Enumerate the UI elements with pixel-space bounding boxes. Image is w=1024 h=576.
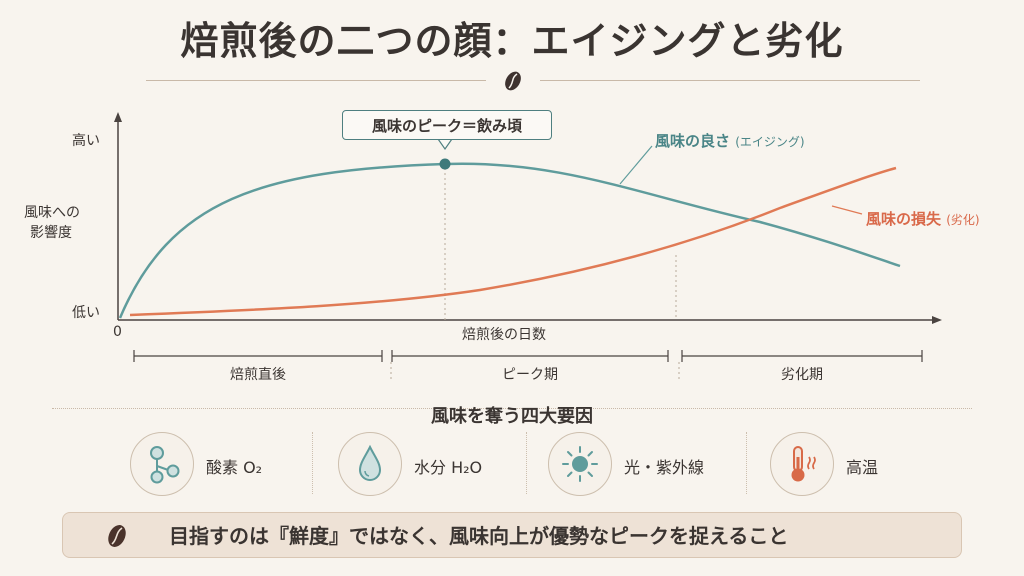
- sun-icon: [562, 446, 598, 482]
- x-origin-label: 0: [113, 324, 122, 340]
- y-axis-arrow: [114, 112, 122, 122]
- factor-separator: [746, 432, 747, 494]
- section-divider: [52, 408, 972, 409]
- peak-point: [439, 158, 451, 170]
- factor-light: 光・紫外線: [548, 430, 738, 500]
- orange-label-pointer: [831, 205, 863, 215]
- title-divider-left: [146, 80, 486, 81]
- factor-separator: [312, 432, 313, 494]
- orange-series-label: 風味の損失 (劣化): [866, 208, 980, 229]
- factor-icon-frame: [548, 432, 612, 496]
- molecule-icon: [150, 446, 180, 484]
- factor-icon-frame: [338, 432, 402, 496]
- page-title: 焙煎後の二つの顔：エイジングと劣化: [180, 19, 844, 63]
- coffee-bean-icon: [108, 525, 126, 547]
- factors-title: 風味を奪う四大要因: [431, 406, 593, 427]
- peak-callout: 風味のピーク＝飲み頃: [342, 110, 552, 140]
- water-drop-icon: [358, 444, 382, 481]
- flavor-loss-curve: [129, 166, 897, 317]
- flavor-quality-curve: [118, 162, 901, 319]
- factor-heat: 高温: [770, 430, 920, 500]
- teal-label-pointer: [619, 145, 653, 185]
- factor-oxygen: 酸素 O₂: [130, 430, 300, 500]
- factor-heat-label: 高温: [846, 458, 879, 477]
- phase-peak: ピーク期: [502, 367, 558, 383]
- factor-separator: [526, 432, 527, 494]
- phase-decline: 劣化期: [781, 367, 823, 383]
- factor-icon-frame: [770, 432, 834, 496]
- flavor-chart: [114, 112, 942, 382]
- title-divider-right: [540, 80, 920, 81]
- y-high-label: 高い: [72, 133, 100, 149]
- phase-just-roasted: 焙煎直後: [230, 367, 286, 383]
- y-axis-title-line2: 影響度: [30, 225, 72, 241]
- orange-series-sub: (劣化): [946, 213, 980, 227]
- x-axis-title: 焙煎後の日数: [462, 327, 546, 343]
- orange-series-name: 風味の損失: [866, 210, 942, 228]
- conclusion-text: 目指すのは『鮮度』ではなく、風味向上が優勢なピークを捉えること: [169, 524, 789, 548]
- conclusion-banner: 目指すのは『鮮度』ではなく、風味向上が優勢なピークを捉えること: [62, 512, 962, 558]
- phase-brackets: [133, 350, 923, 362]
- y-axis-title-line1: 風味への: [24, 205, 80, 221]
- factor-oxygen-label: 酸素 O₂: [206, 458, 263, 477]
- factor-light-label: 光・紫外線: [624, 458, 705, 477]
- y-low-label: 低い: [72, 305, 100, 321]
- factor-icon-frame: [130, 432, 194, 496]
- teal-series-name: 風味の良さ: [655, 132, 731, 150]
- factor-moisture-label: 水分 H₂O: [414, 458, 483, 477]
- factor-moisture: 水分 H₂O: [338, 430, 518, 500]
- coffee-bean-icon: [505, 71, 521, 91]
- thermometer-icon: [791, 446, 816, 482]
- x-axis-arrow: [932, 316, 942, 324]
- teal-series-label: 風味の良さ (エイジング): [655, 130, 805, 151]
- teal-series-sub: (エイジング): [735, 135, 805, 149]
